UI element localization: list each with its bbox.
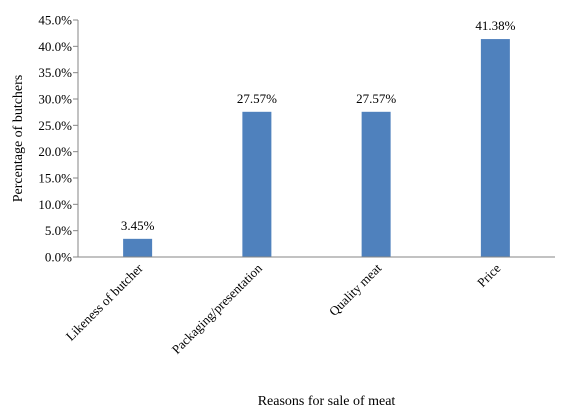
category-label: Price	[474, 260, 504, 290]
category-label: Likeness of butcher	[63, 260, 147, 344]
y-tick-label: 15.0%	[38, 171, 72, 186]
y-tick-label: 25.0%	[38, 118, 72, 133]
category-labels: Likeness of butcher Packaging/presentatio…	[63, 260, 504, 357]
category-label: Quality meat	[326, 260, 385, 319]
bar-data-label: 27.57%	[356, 91, 396, 106]
y-tick-label: 0.0%	[45, 250, 72, 265]
bar	[242, 111, 272, 257]
bar	[123, 238, 153, 257]
bar	[480, 39, 510, 257]
data-labels: 3.45% 27.57% 27.57% 41.38%	[121, 18, 516, 233]
y-tick-label: 35.0%	[38, 65, 72, 80]
bars	[123, 39, 510, 257]
y-tick-label: 30.0%	[38, 92, 72, 107]
y-tick-label: 45.0%	[38, 13, 72, 28]
category-label: Packaging/presentation	[169, 260, 266, 357]
y-tick-label: 5.0%	[45, 223, 72, 238]
bar-data-label: 3.45%	[121, 218, 155, 233]
bar	[361, 111, 391, 257]
bar-data-label: 41.38%	[475, 18, 515, 33]
y-axis-title: Percentage of butchers	[11, 75, 26, 203]
y-tick-label: 10.0%	[38, 197, 72, 212]
y-tick-label: 40.0%	[38, 39, 72, 54]
bar-data-label: 27.57%	[237, 91, 277, 106]
x-axis-title: Reasons for sale of meat	[258, 394, 396, 409]
y-tick-label: 20.0%	[38, 144, 72, 159]
y-axis-ticks: 0.0% 5.0% 10.0% 15.0% 20.0% 25.0% 30.0% 35.0% 40…	[38, 13, 78, 265]
